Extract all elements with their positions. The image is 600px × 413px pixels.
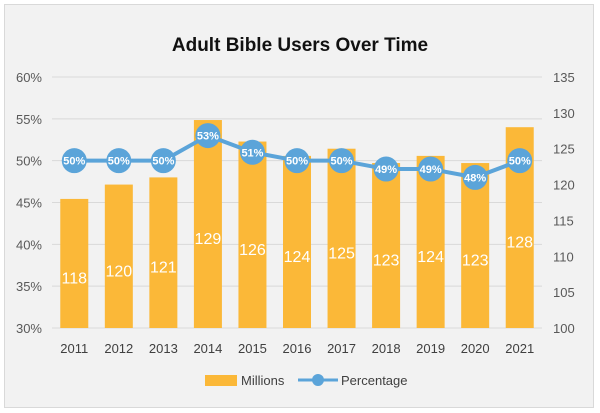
percentage-value-label: 50% [108,156,130,168]
percentage-marker [150,148,176,174]
right-axis-tick-label: 130 [553,106,575,121]
bar-value-label: 125 [328,245,355,262]
right-axis-tick-label: 120 [553,178,575,193]
right-axis-ticks: 100 105 110 115 120 125 130 135 [553,70,575,336]
percentage-marker [106,148,132,174]
bar [149,177,178,328]
right-axis-tick-label: 105 [553,285,575,300]
legend-millions-swatch [205,375,237,386]
percentage-value-label: 49% [375,164,397,176]
percentage-marker [462,164,488,190]
percentage-value-label: 50% [509,156,531,168]
bar-value-label: 124 [284,249,311,266]
percentage-marker [418,156,444,182]
bar-value-label: 129 [195,231,222,248]
left-axis-tick-label: 30% [16,321,42,336]
x-axis-tick-label: 2015 [238,341,267,356]
bar [238,141,267,328]
percentage-marker [284,148,310,174]
bar-value-label: 128 [506,235,533,252]
percentage-value-label: 50% [286,156,308,168]
bar [327,148,356,328]
x-axis-tick-label: 2012 [104,341,133,356]
legend-percentage-marker [312,374,324,386]
x-axis-tick-label: 2013 [149,341,178,356]
bar-value-label: 121 [150,260,177,277]
x-axis-tick-label: 2019 [416,341,445,356]
bar-value-label: 126 [239,242,266,259]
left-axis-tick-label: 40% [16,237,42,252]
legend-millions-label: Millions [241,373,285,388]
bar [104,184,133,328]
x-axis-tick-label: 2014 [193,341,222,356]
bar [60,198,89,328]
right-axis-tick-label: 135 [553,70,575,85]
right-axis-tick-label: 125 [553,142,575,157]
percentage-marker [239,139,265,165]
x-axis-tick-label: 2018 [372,341,401,356]
left-axis-tick-label: 35% [16,279,42,294]
bar-value-label: 120 [105,263,132,280]
percentage-value-label: 53% [197,131,219,143]
right-axis-tick-label: 110 [553,249,574,264]
bar [372,163,401,328]
percentage-value-label: 51% [241,147,263,159]
left-axis-tick-label: 50% [16,154,42,169]
left-axis-tick-label: 55% [16,112,42,127]
left-axis-tick-label: 45% [16,196,42,211]
percentage-marker [329,148,355,174]
bar [193,120,222,329]
bar [416,155,445,328]
percentage-marker [507,148,533,174]
percentage-value-label: 49% [420,164,442,176]
chart-title: Adult Bible Users Over Time [172,35,428,56]
bar-value-label: 124 [417,249,444,266]
x-axis-tick-label: 2021 [505,341,534,356]
percentage-value-label: 50% [63,156,85,168]
bar-value-label: 123 [462,253,489,270]
bar-value-label: 123 [373,253,400,270]
percentage-marker [195,123,221,149]
x-axis-tick-label: 2016 [283,341,312,356]
right-axis-tick-label: 100 [553,321,575,336]
percentage-marker [373,156,399,182]
percentage-marker [61,148,87,174]
legend-percentage-label: Percentage [341,373,408,388]
x-axis-tick-label: 2017 [327,341,356,356]
x-axis-tick-label: 2011 [60,341,88,356]
percentage-value-label: 50% [152,156,174,168]
left-axis-ticks: 30% 35% 40% 45% 50% 55% 60% [16,70,42,336]
percentage-line: 50% 50% 50% 53% 51% 50% 50% 49% 49% 48% 50% [61,123,533,190]
right-axis-tick-label: 115 [553,213,574,228]
legend: Millions Percentage [205,373,408,388]
x-axis-tick-label: 2020 [461,341,490,356]
bar [283,155,311,328]
left-axis-tick-label: 60% [16,70,42,85]
bar-value-label: 118 [62,270,88,287]
percentage-value-label: 50% [331,156,353,168]
percentage-value-label: 48% [464,172,486,184]
bar [461,163,490,328]
x-axis-ticks: 2011 2012 2013 2014 2015 2016 2017 2018 2019 2020… [60,341,534,356]
